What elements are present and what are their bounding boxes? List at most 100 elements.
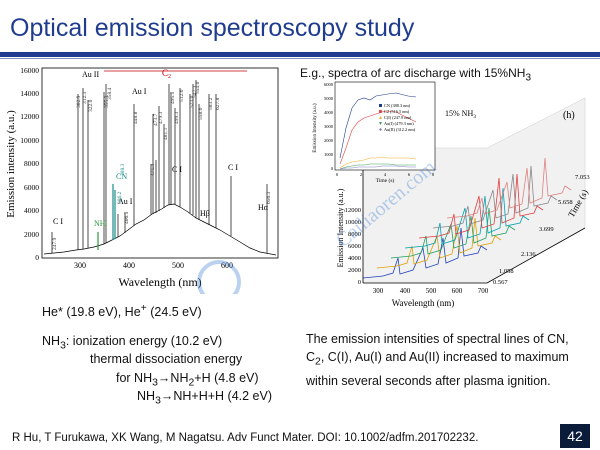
peak-label: 302.9 <box>76 95 82 108</box>
y-tick: 8000 <box>24 159 39 168</box>
x-tick: 600 <box>452 287 463 295</box>
spectrum-annotations: C I Au II Au I C2 CN NH Au I C I C I Hβ … <box>53 68 269 228</box>
y-tick: 6000 <box>348 243 361 250</box>
label-nh: NH <box>94 219 106 228</box>
label-au-i: Au I <box>132 87 147 96</box>
inset-y-tick: 1000 <box>324 152 334 157</box>
x-tick: 700 <box>478 287 489 295</box>
inset-x-tick: 2 <box>360 172 362 177</box>
inset-y-label: Emission Intensity (a.u.) <box>313 103 318 152</box>
inset-y-tick: 5000 <box>324 96 334 101</box>
inset-y-tick: 4000 <box>324 110 334 115</box>
peak-wavelength-labels: 247.9 302.9 312.3 322.0 355.3 358.4 386.… <box>52 81 272 250</box>
panel-label: (h) <box>563 110 575 121</box>
time-tick: 3.699 <box>539 226 554 233</box>
y-tick: 0 <box>358 279 361 286</box>
inset-series <box>339 92 417 170</box>
label-cn: CN <box>116 172 127 181</box>
time-tick: 2.136 <box>521 251 536 258</box>
y-tick: 16000 <box>20 66 39 75</box>
x-axis-label: Wavelength (nm) <box>118 275 201 289</box>
peak-label: 388.3 <box>120 163 126 176</box>
emission-summary-paragraph: The emission intensities of spectral lin… <box>306 330 598 390</box>
time-ticks: 0.567 1.058 2.136 3.699 5.658 7.053 <box>493 174 590 286</box>
peak-label: 358.4 <box>107 87 113 100</box>
legend-item: CN (388.3 nm) <box>384 103 411 108</box>
peak-label: 547.3 <box>192 85 198 98</box>
right-figure-caption: E.g., spectra of arc discharge with 15%N… <box>300 66 531 84</box>
plot-frame <box>41 67 279 259</box>
label-h-beta: Hβ <box>200 209 210 218</box>
title-divider-thin <box>0 58 600 59</box>
time-resolved-spectra-figure: 0 2000 4000 6000 8000 10000 12000 300 40… <box>313 81 590 308</box>
inset-y-tick: 3000 <box>324 124 334 129</box>
page-number-badge: 42 <box>560 424 590 448</box>
y-tick: 12000 <box>20 112 39 121</box>
peak-label: 512.6 <box>179 89 185 102</box>
inset-plot: 0 1000 2000 3000 4000 5000 6000 0 2 4 6 … <box>313 81 436 184</box>
inset-x-ticks: 0 2 4 6 8 <box>336 172 435 177</box>
label-h-alpha: Hα <box>258 203 269 212</box>
time-tick: 1.058 <box>499 268 514 275</box>
slide-title: Optical emission spectroscopy study <box>10 14 415 42</box>
peak-label: 473.7 <box>153 113 159 126</box>
peak-label: 558.6 <box>198 107 204 120</box>
oes-spectrum-figure: 0 2000 4000 6000 8000 10000 12000 14000 … <box>5 66 279 294</box>
label-au-i-b: Au I <box>118 197 133 206</box>
peak-color-marks <box>97 184 116 250</box>
x-tick: 600 <box>221 261 233 270</box>
waterfall-spectra <box>362 157 572 279</box>
title-divider <box>0 52 600 57</box>
y-tick: 8000 <box>348 231 361 238</box>
he-energy-line: He* (19.8 eV), He+ (24.5 eV) <box>42 303 202 320</box>
time-tick: 5.658 <box>558 199 573 206</box>
peak-label: 627.8 <box>215 97 221 110</box>
inset-y-tick: 0 <box>331 166 334 171</box>
time-tick: 0.567 <box>493 279 508 286</box>
peak-label: 656.3 <box>266 191 272 204</box>
x-tick: 300 <box>74 261 86 270</box>
nh3-dissociation-path-1: for NH3→NH2+H (4.8 eV) <box>116 371 259 389</box>
peak-label: 322.0 <box>88 99 94 112</box>
y-tick: 2000 <box>348 267 361 274</box>
inset-legend: CN (388.3 nm) C2 (516.5 nm) C(I) (247.9 … <box>378 103 416 132</box>
summary-line-3: within several seconds after plasma igni… <box>306 373 551 388</box>
peak-label: 479.3 <box>158 111 164 124</box>
watermark-logo <box>197 260 241 294</box>
time-axis-line <box>486 227 586 284</box>
peak-label: 471.4 <box>150 163 156 176</box>
y-tick: 14000 <box>20 89 39 98</box>
label-ci-left: C I <box>53 217 63 226</box>
citation: R Hu, T Furukawa, XK Wang, M Nagatsu. Ad… <box>12 432 479 444</box>
legend-item: Au(II) (312.2 nm) <box>384 127 416 132</box>
peak-label: 247.9 <box>52 237 58 250</box>
peak-label: 406.5 <box>124 211 130 224</box>
nh3-dissociation-path-2: NH3→NH+H+H (4.2 eV) <box>137 389 273 407</box>
nh3-label: 15% NH3 <box>445 109 476 120</box>
summary-line-1: The emission intensities of spectral lin… <box>306 332 569 346</box>
x-tick: 400 <box>400 287 411 295</box>
peak-label: 481.1 <box>163 127 169 140</box>
x-tick: 300 <box>373 287 384 295</box>
inset-x-tick: 0 <box>336 172 339 177</box>
y-tick: 12000 <box>345 207 361 214</box>
y-axis-label: Emission intensity (a.u.) <box>5 110 17 218</box>
peak-label: 583.2 <box>208 97 214 110</box>
label-c2: C2 <box>162 68 171 80</box>
legend-item: C(I) (247.9 nm) <box>384 115 412 120</box>
inset-x-label: Time (s) <box>376 177 395 184</box>
peak-label: 523.0 <box>189 95 195 108</box>
legend-item: Au(I) (479.3 nm) <box>384 121 414 126</box>
label-au-ii: Au II <box>82 70 99 79</box>
legend-item: C2 (516.5 nm) <box>384 109 410 114</box>
spectrum-peaks <box>51 80 268 253</box>
y-axis-ticks: 0 2000 4000 6000 8000 10000 12000 <box>345 207 361 286</box>
x-tick: 500 <box>172 261 184 270</box>
label-ci-right: C I <box>228 163 238 172</box>
x-axis-label: Wavelength (nm) <box>392 298 455 308</box>
y-tick: 10000 <box>20 136 39 145</box>
inset-y-ticks: 0 1000 2000 3000 4000 5000 6000 <box>324 82 334 171</box>
peak-label: 448.8 <box>133 111 139 124</box>
inset-x-tick: 4 <box>384 172 387 177</box>
nh3-dissociation-heading: thermal dissociation energy <box>90 352 243 366</box>
